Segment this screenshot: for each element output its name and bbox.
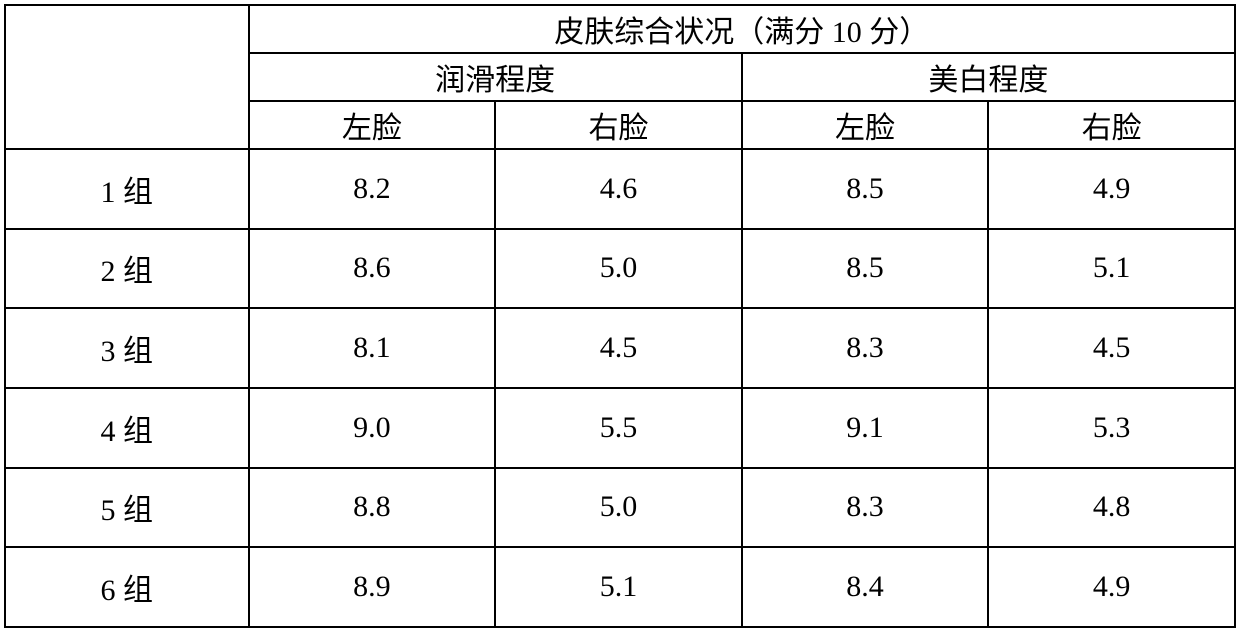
row-label: 4 组 [5, 388, 249, 468]
cell: 4.5 [988, 308, 1235, 388]
cell: 9.0 [249, 388, 496, 468]
table-row: 6 组 8.9 5.1 8.4 4.9 [5, 547, 1235, 627]
header-row-1: 皮肤综合状况（满分 10 分） [5, 5, 1235, 53]
cell: 5.0 [495, 468, 742, 548]
cell: 8.4 [742, 547, 989, 627]
skin-condition-table: 皮肤综合状况（满分 10 分） 润滑程度 美白程度 左脸 右脸 左脸 右脸 1 … [4, 4, 1236, 628]
table-container: 皮肤综合状况（满分 10 分） 润滑程度 美白程度 左脸 右脸 左脸 右脸 1 … [0, 0, 1240, 632]
table-row: 4 组 9.0 5.5 9.1 5.3 [5, 388, 1235, 468]
cell: 8.3 [742, 308, 989, 388]
cell: 4.6 [495, 149, 742, 229]
sub-header-1: 左脸 [249, 101, 496, 149]
cell: 8.5 [742, 149, 989, 229]
table-row: 5 组 8.8 5.0 8.3 4.8 [5, 468, 1235, 548]
sub-header-4: 右脸 [988, 101, 1235, 149]
table-row: 2 组 8.6 5.0 8.5 5.1 [5, 229, 1235, 309]
group2-header: 美白程度 [742, 53, 1235, 101]
group1-header: 润滑程度 [249, 53, 742, 101]
row-label: 6 组 [5, 547, 249, 627]
row-label: 1 组 [5, 149, 249, 229]
cell: 8.1 [249, 308, 496, 388]
table-row: 1 组 8.2 4.6 8.5 4.9 [5, 149, 1235, 229]
main-title-cell: 皮肤综合状况（满分 10 分） [249, 5, 1235, 53]
cell: 8.6 [249, 229, 496, 309]
cell: 4.9 [988, 547, 1235, 627]
row-label: 5 组 [5, 468, 249, 548]
sub-header-3: 左脸 [742, 101, 989, 149]
corner-cell [5, 5, 249, 149]
cell: 8.2 [249, 149, 496, 229]
cell: 4.8 [988, 468, 1235, 548]
row-label: 3 组 [5, 308, 249, 388]
cell: 5.3 [988, 388, 1235, 468]
cell: 5.5 [495, 388, 742, 468]
cell: 4.5 [495, 308, 742, 388]
cell: 9.1 [742, 388, 989, 468]
row-label: 2 组 [5, 229, 249, 309]
cell: 8.9 [249, 547, 496, 627]
cell: 5.1 [495, 547, 742, 627]
cell: 8.5 [742, 229, 989, 309]
cell: 5.1 [988, 229, 1235, 309]
cell: 8.3 [742, 468, 989, 548]
table-row: 3 组 8.1 4.5 8.3 4.5 [5, 308, 1235, 388]
cell: 5.0 [495, 229, 742, 309]
cell: 8.8 [249, 468, 496, 548]
sub-header-2: 右脸 [495, 101, 742, 149]
cell: 4.9 [988, 149, 1235, 229]
